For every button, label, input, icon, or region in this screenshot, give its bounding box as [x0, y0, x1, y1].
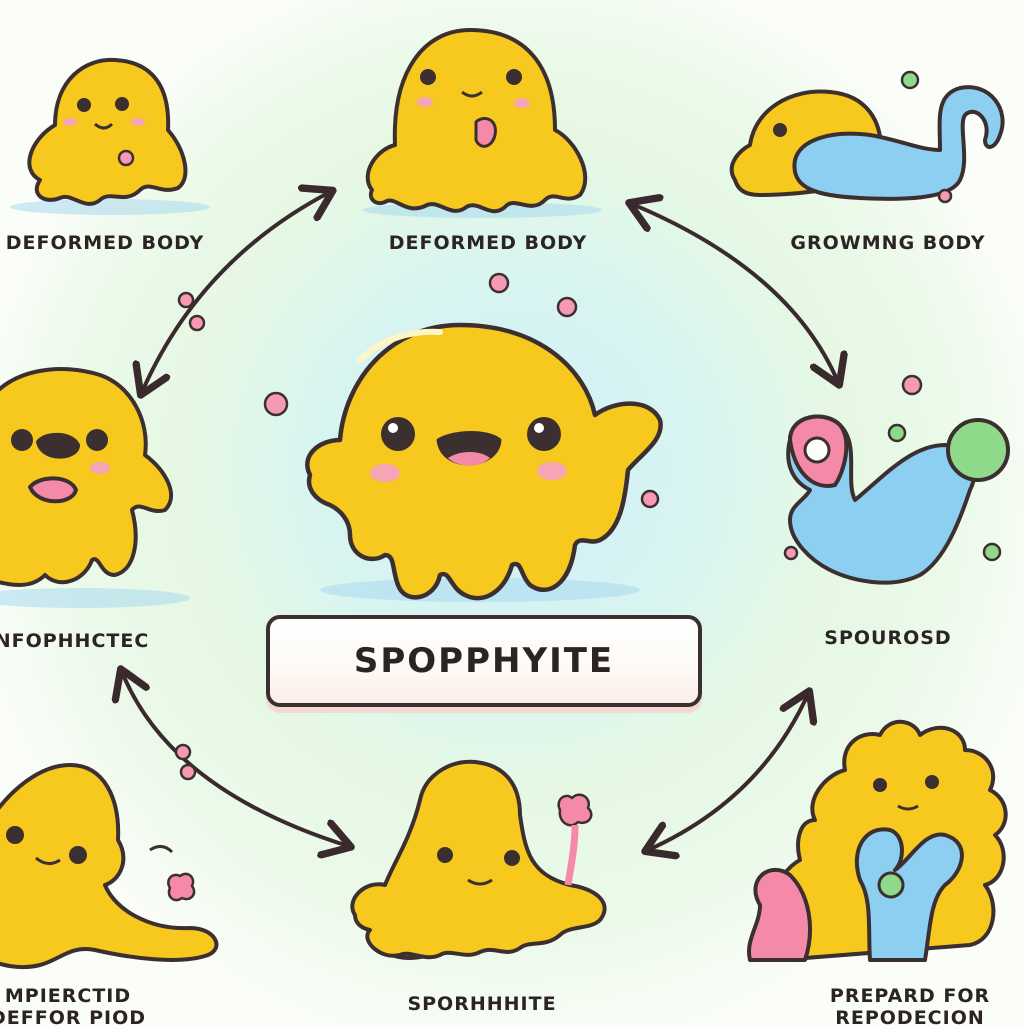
creature-top-center [365, 28, 588, 214]
creature-bottom-left [0, 763, 219, 970]
arrow-top-right [632, 204, 838, 382]
creature-center [305, 322, 663, 601]
creature-bottom-center [350, 759, 607, 960]
spore-dots [174, 272, 660, 781]
center-label-box: SPOPPHYITE [266, 615, 702, 707]
center-label: SPOPPHYITE [353, 641, 615, 681]
label-top-left: DEFORMED BODY [5, 232, 205, 254]
label-bottom-right: PREPARD FOR REPODECION [829, 985, 991, 1029]
creature-middle-right [783, 374, 1010, 585]
arrow-bottom-right [648, 694, 808, 850]
label-top-center: DEFORMED BODY [388, 232, 588, 254]
arrow-top-left [142, 192, 330, 392]
label-top-right: GROWMNG BODY [790, 232, 986, 254]
creature-top-left [27, 57, 188, 206]
label-bottom-center: SPORHHHITE [407, 993, 557, 1015]
label-middle-left: NFOPHHCTEC [0, 630, 150, 652]
creature-bottom-right [746, 719, 1008, 962]
creature-top-right [729, 70, 1005, 204]
arrow-bottom-left [122, 672, 348, 846]
creature-middle-left [0, 367, 173, 587]
label-middle-right: SPOUROSD [824, 627, 952, 649]
